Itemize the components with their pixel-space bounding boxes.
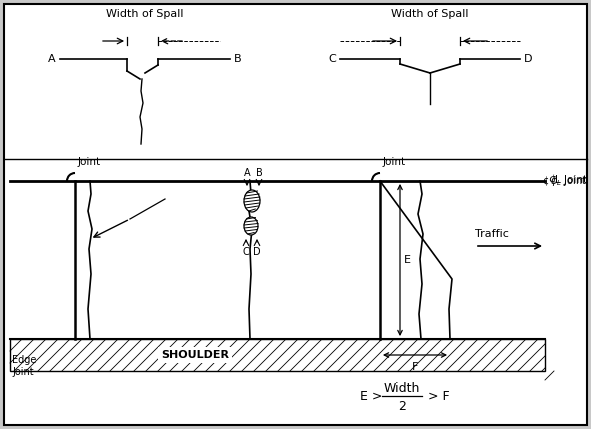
Text: C: C [328, 54, 336, 64]
Text: 2: 2 [398, 401, 406, 414]
Text: D: D [524, 54, 532, 64]
Ellipse shape [244, 217, 258, 235]
Text: B: B [234, 54, 242, 64]
Text: Traffic: Traffic [475, 229, 509, 239]
Text: Edge
Joint: Edge Joint [12, 355, 37, 377]
Text: F: F [412, 362, 418, 372]
Text: L Joint: L Joint [555, 175, 587, 185]
Text: Width of Spall: Width of Spall [106, 9, 184, 19]
Text: ¢: ¢ [548, 175, 555, 185]
Text: D: D [253, 247, 261, 257]
Text: > F: > F [424, 390, 450, 404]
Text: Joint: Joint [383, 157, 406, 167]
Text: SHOULDER: SHOULDER [161, 350, 229, 360]
Bar [10, 181, 545, 339]
Text: E >: E > [360, 390, 387, 404]
Text: E: E [404, 255, 411, 265]
Text: A: A [243, 168, 251, 178]
Text: B: B [256, 168, 262, 178]
Text: Width of Spall: Width of Spall [391, 9, 469, 19]
Text: C: C [243, 247, 249, 257]
Text: ¢: ¢ [542, 176, 548, 186]
Text: Joint: Joint [78, 157, 101, 167]
Bar [10, 339, 545, 371]
Text: $\phi_L$ Joint: $\phi_L$ Joint [550, 174, 587, 188]
Ellipse shape [244, 190, 260, 212]
Text: Width: Width [384, 383, 420, 396]
Text: A: A [48, 54, 56, 64]
